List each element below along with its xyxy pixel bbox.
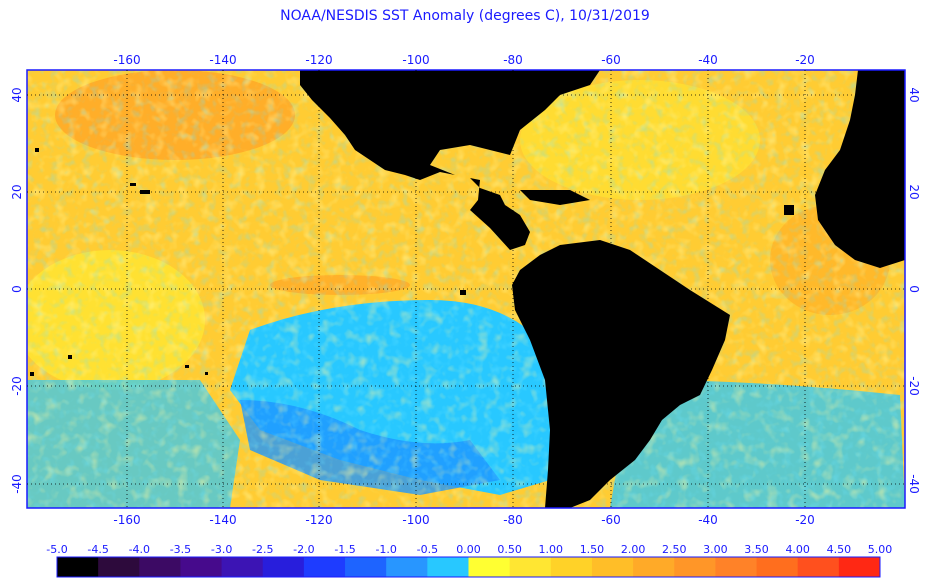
- colorbar-border: [56, 556, 881, 578]
- colorbar-swatch: [139, 557, 181, 577]
- lon-tick-top: -160: [113, 53, 140, 67]
- lon-tick-top: -40: [698, 53, 718, 67]
- colorbar-swatch: [797, 557, 840, 577]
- colorbar-label: -2.5: [252, 543, 273, 556]
- colorbar-label: 4.00: [785, 543, 810, 556]
- colorbar: -5.0 -4.5 -4.0 -3.5 -3.0 -2.5 -2.0 -1.5 -1.0 -0.5…: [46, 543, 893, 578]
- colorbar-label: -4.0: [129, 543, 150, 556]
- colorbar-swatch: [838, 557, 881, 577]
- colorbar-swatch: [427, 557, 469, 577]
- lat-tick-right: 20: [907, 184, 921, 199]
- lon-tick-top: -60: [601, 53, 621, 67]
- colorbar-label: -3.5: [170, 543, 191, 556]
- colorbar-swatch: [345, 557, 387, 577]
- lat-tick-left: 20: [10, 184, 24, 199]
- gridlines: [27, 70, 905, 508]
- lat-tick-left: 0: [10, 285, 24, 293]
- lat-ticks-right: 40 20 0 -20 -40: [907, 87, 921, 493]
- lon-tick-top: -80: [503, 53, 523, 67]
- lon-tick-top: -100: [402, 53, 429, 67]
- colorbar-swatch: [98, 557, 140, 577]
- caribbean-islands: [520, 190, 590, 205]
- lat-tick-left: 40: [10, 87, 24, 102]
- colorbar-swatch: [591, 557, 634, 577]
- lon-tick-bottom: -20: [795, 513, 815, 527]
- lon-ticks-top: -160 -140 -120 -100 -80 -60 -40 -20: [113, 53, 814, 67]
- colorbar-label: 0.00: [456, 543, 481, 556]
- lat-ticks-left: 40 20 0 -20 -40: [10, 87, 24, 493]
- north-america: [300, 70, 600, 250]
- colorbar-label: 3.50: [744, 543, 769, 556]
- colorbar-swatch: [756, 557, 799, 577]
- colorbar-label: 5.00: [868, 543, 893, 556]
- sst-field: [27, 70, 905, 508]
- colorbar-swatch: [633, 557, 675, 577]
- lon-tick-bottom: -80: [503, 513, 523, 527]
- colorbar-label: -3.0: [211, 543, 232, 556]
- colorbar-label: -5.0: [46, 543, 67, 556]
- lon-ticks-bottom: -160 -140 -120 -100 -80 -60 -40 -20: [113, 513, 814, 527]
- colorbar-label: -4.5: [87, 543, 108, 556]
- colorbar-swatch: [550, 557, 593, 577]
- colorbar-label: 0.50: [497, 543, 522, 556]
- europe-iberia: [875, 70, 905, 110]
- lat-tick-right: -40: [907, 474, 921, 494]
- lon-tick-top: -120: [305, 53, 332, 67]
- land-masses: [300, 70, 905, 508]
- colorbar-label: -1.5: [334, 543, 355, 556]
- lat-tick-left: -40: [10, 474, 24, 494]
- lon-tick-top: -20: [795, 53, 815, 67]
- colorbar-swatch: [386, 557, 428, 577]
- masked-pixels: [30, 148, 794, 376]
- colorbar-swatch: [468, 557, 511, 577]
- lat-tick-left: -20: [10, 376, 24, 396]
- south-america: [512, 240, 730, 508]
- lon-tick-bottom: -40: [698, 513, 718, 527]
- colorbar-swatch: [221, 557, 264, 577]
- colorbar-swatch: [180, 557, 223, 577]
- lon-tick-bottom: -60: [601, 513, 621, 527]
- lon-tick-bottom: -140: [209, 513, 236, 527]
- lon-tick-top: -140: [209, 53, 236, 67]
- colorbar-swatch: [674, 557, 716, 577]
- colorbar-label: 4.50: [827, 543, 852, 556]
- lon-tick-bottom: -100: [402, 513, 429, 527]
- lon-tick-bottom: -160: [113, 513, 140, 527]
- colorbar-swatch: [262, 557, 305, 577]
- colorbar-swatch: [303, 557, 346, 577]
- colorbar-label: 2.50: [662, 543, 687, 556]
- colorbar-label: 3.00: [703, 543, 728, 556]
- map-title: NOAA/NESDIS SST Anomaly (degrees C), 10/…: [280, 8, 650, 24]
- colorbar-swatch: [715, 557, 758, 577]
- colorbar-label: -0.5: [417, 543, 438, 556]
- colorbar-label: 1.00: [539, 543, 564, 556]
- colorbar-label: 1.50: [580, 543, 605, 556]
- lat-tick-right: 40: [907, 87, 921, 102]
- lat-tick-right: -20: [907, 376, 921, 396]
- colorbar-label: 2.00: [621, 543, 646, 556]
- lat-tick-right: 0: [907, 285, 921, 293]
- colorbar-swatch: [509, 557, 552, 577]
- lon-tick-bottom: -120: [305, 513, 332, 527]
- africa: [815, 70, 905, 268]
- colorbar-label: -2.0: [293, 543, 314, 556]
- colorbar-swatch: [57, 557, 99, 577]
- colorbar-label: -1.0: [375, 543, 396, 556]
